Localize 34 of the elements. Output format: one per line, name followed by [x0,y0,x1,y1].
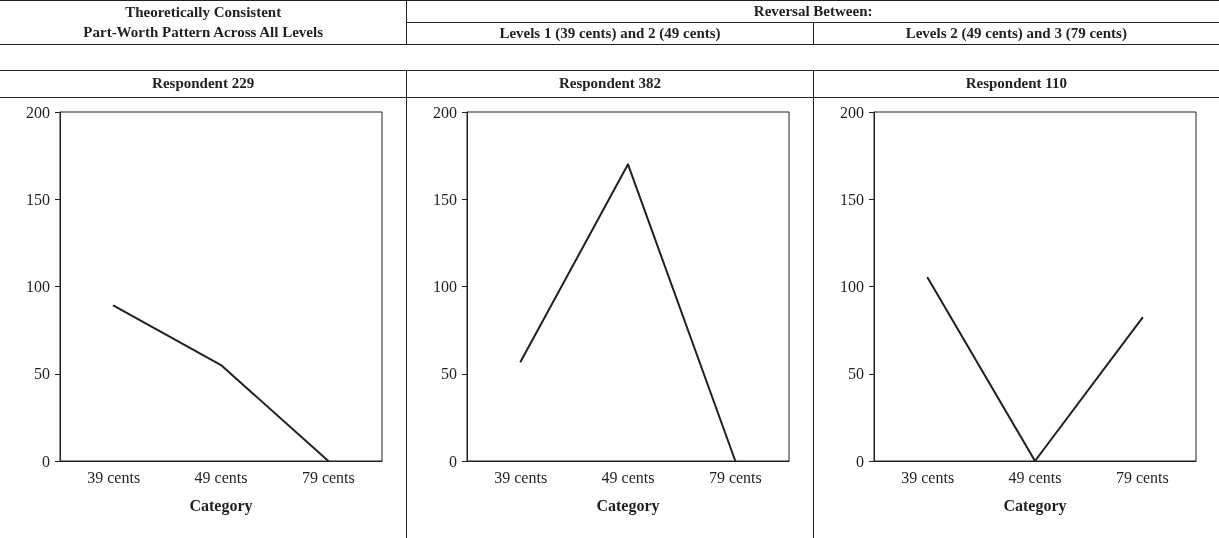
text: Levels 2 (49 cents) and 3 (79 cents) [812,22,1219,44]
y-tick-label: 0 [42,452,50,470]
y-tick-label: 50 [441,365,458,383]
y-tick-label: 50 [34,365,50,383]
y-tick-label: 0 [449,452,458,470]
x-tick-label: 79 cents [301,468,355,486]
text: Theoretically Consistent Part-Worth Pattern Across All Levels [82,3,324,42]
x-axis-title: Category [1003,496,1067,515]
y-tick-label: 100 [26,278,50,295]
text: Reversal Between: [406,0,1219,22]
x-tick-label: 39 cents [87,468,141,486]
x-tick-label: 39 cents [900,468,954,486]
x-tick-label: 79 cents [1115,468,1169,486]
chart-title: Respondent 229 [151,74,256,93]
y-tick-label: 150 [26,190,50,208]
y-tick-label: 150 [839,190,864,208]
y-tick-label: 200 [839,103,864,121]
x-tick-label: 49 cents [601,468,655,486]
x-axis-title: Category [596,496,660,515]
y-tick-label: 0 [855,452,864,470]
x-tick-label: 49 cents [1008,468,1062,486]
x-tick-label: 79 cents [709,468,763,486]
x-tick-label: 49 cents [194,468,248,486]
y-tick-label: 150 [433,190,458,208]
y-tick-label: 100 [839,278,864,295]
text: Levels 1 (39 cents) and 2 (49 cents) [406,22,813,44]
y-tick-label: 200 [26,103,50,121]
y-tick-label: 200 [433,103,458,121]
y-tick-label: 100 [433,278,458,295]
x-axis-title: Category [189,496,253,515]
y-tick-label: 50 [847,365,864,383]
chart-title: Respondent 110 [964,74,1068,93]
chart-title: Respondent 382 [557,74,663,93]
x-tick-label: 39 cents [494,468,548,486]
